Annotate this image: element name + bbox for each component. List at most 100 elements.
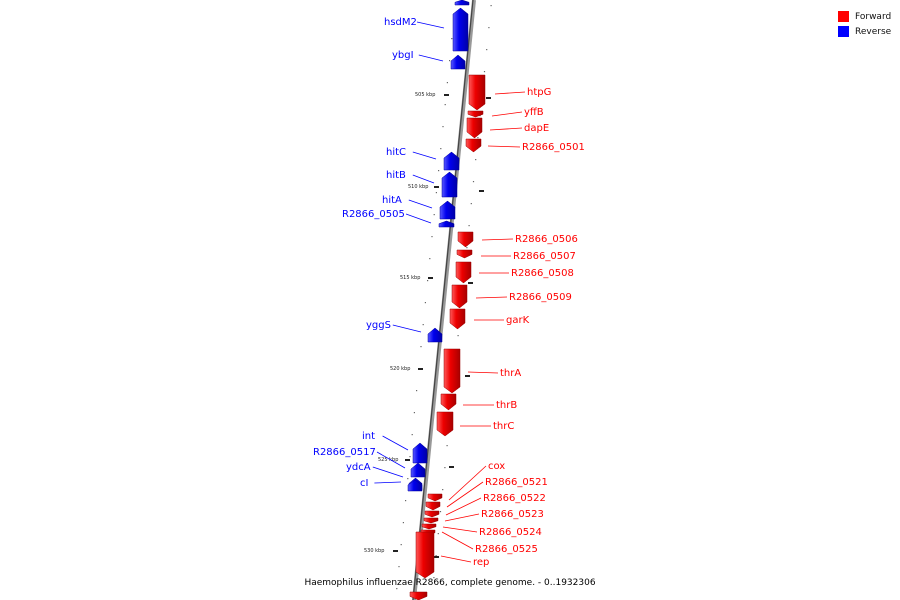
gene-thra-feature[interactable] (443, 348, 461, 394)
minor-tick (433, 577, 435, 579)
gene-partial-feature[interactable] (409, 591, 428, 600)
gene-ydca-label[interactable]: ydcA (346, 462, 371, 473)
gene-hitb-label[interactable]: hitB (386, 170, 406, 181)
gene-r2866-0506-label[interactable]: R2866_0506 (515, 234, 578, 245)
legend-reverse-label: Reverse (855, 26, 892, 37)
gene-r2866-0523-label[interactable]: R2866_0523 (481, 509, 544, 520)
minor-tick (407, 478, 409, 480)
gene-hsdm2-feature[interactable] (452, 7, 469, 52)
gene-r2866-0505-feature[interactable] (438, 220, 455, 228)
gene-layer (407, 0, 486, 600)
gene-ybgi-leader-line (418, 54, 444, 62)
minor-tick (400, 544, 402, 546)
gene-r2866-0506-leader-line (481, 238, 514, 241)
minor-tick (433, 214, 435, 216)
gene-dape-leader-line (489, 127, 523, 131)
gene-hitc-leader-line (412, 151, 437, 160)
gene-r2866-0505-leader-line (405, 213, 432, 224)
minor-tick (472, 181, 475, 183)
gene-r2866-0524-feature[interactable] (421, 523, 437, 530)
gene-ci-label[interactable]: cI (360, 478, 368, 489)
gene-r2866-0508-label[interactable]: R2866_0508 (511, 268, 574, 279)
major-tick-mark (393, 550, 398, 552)
gene-thrc-label[interactable]: thrC (493, 421, 514, 432)
minor-tick (444, 104, 446, 106)
gene-ybgi-label[interactable]: ybgI (392, 50, 414, 61)
gene-int-label[interactable]: int (362, 431, 375, 442)
minor-tick (446, 82, 448, 84)
gene-r2866-0522-label[interactable]: R2866_0522 (483, 493, 546, 504)
gene-r2866-0508-feature[interactable] (455, 261, 472, 284)
gene-ci-leader-line (374, 481, 402, 484)
gene-hita-feature[interactable] (439, 200, 456, 220)
gene-r2866-0525-leader-line (441, 531, 474, 550)
gene-htpg-label[interactable]: htpG (527, 87, 551, 98)
gene-r2866-0517-label[interactable]: R2866_0517 (313, 447, 376, 458)
gene-hita-label[interactable]: hitA (382, 195, 402, 206)
major-tick-mark (449, 466, 454, 468)
gene-yggs-feature[interactable] (427, 327, 443, 343)
gene-gark-feature[interactable] (449, 308, 466, 330)
minor-tick (449, 60, 451, 62)
minor-tick (437, 533, 439, 535)
gene-yggs-label[interactable]: yggS (366, 320, 391, 331)
gene-thra-label[interactable]: thrA (500, 368, 521, 379)
gene-r2866-0506-feature[interactable] (457, 231, 474, 248)
gene-thrb-feature[interactable] (440, 393, 457, 411)
gene-hitc-feature[interactable] (443, 151, 460, 171)
gene-r2866-0521-feature[interactable] (425, 501, 441, 511)
gene-ci-feature[interactable] (407, 479, 423, 492)
gene-rep-leader-line (440, 555, 472, 563)
gene-hsdm2-label[interactable]: hsdM2 (384, 17, 417, 28)
major-tick-mark (434, 186, 439, 188)
reverse-swatch (838, 26, 849, 37)
minor-tick (446, 445, 448, 447)
tick-label: 520 kbp (390, 366, 410, 372)
gene-r2866-0509-label[interactable]: R2866_0509 (509, 292, 572, 303)
gene-gark-label[interactable]: garK (506, 315, 530, 326)
gene-r2866-0507-feature[interactable] (456, 249, 473, 259)
gene-dape-label[interactable]: dapE (524, 123, 549, 134)
gene-r2866-0523-leader-line (444, 513, 480, 522)
minor-tick (483, 71, 486, 73)
gene-ybgi-feature[interactable] (450, 54, 466, 70)
gene-r2866-0507-label[interactable]: R2866_0507 (513, 251, 576, 262)
gene-rep-label[interactable]: rep (473, 557, 489, 568)
gene-thrb-label[interactable]: thrB (496, 400, 517, 411)
minor-tick (427, 280, 429, 282)
legend-item-reverse: Reverse (838, 24, 891, 39)
minor-tick (402, 522, 404, 524)
gene-r2866-0509-feature[interactable] (451, 284, 468, 309)
gene-r2866-0517-feature[interactable] (410, 462, 426, 478)
gene-r2866-0523-feature[interactable] (423, 517, 439, 524)
gene-thrc-feature[interactable] (436, 411, 454, 437)
minor-tick (475, 159, 477, 161)
gene-rep-feature[interactable] (415, 531, 435, 579)
gene-r2866-0505-label[interactable]: R2866_0505 (342, 209, 405, 220)
gene-r2866-0524-label[interactable]: R2866_0524 (479, 527, 542, 538)
minor-tick (451, 38, 453, 40)
gene-htpg-leader-line (494, 91, 526, 95)
gene-yffb-feature[interactable] (467, 110, 484, 118)
gene-r2866-0501-label[interactable]: R2866_0501 (522, 142, 585, 153)
gene-hitc-label[interactable]: hitC (386, 147, 406, 158)
major-tick-mark (405, 459, 410, 461)
gene-thra-leader-line (467, 371, 499, 374)
tick-label: 530 kbp (364, 548, 384, 554)
gene-cox-feature[interactable] (427, 493, 443, 502)
gene-partial-feature[interactable] (454, 0, 470, 6)
gene-htpg-feature[interactable] (468, 74, 486, 111)
gene-r2866-0525-label[interactable]: R2866_0525 (475, 544, 538, 555)
gene-cox-label[interactable]: cox (488, 461, 505, 472)
gene-int-leader-line (382, 435, 409, 451)
gene-hitb-feature[interactable] (441, 171, 458, 198)
gene-r2866-0522-feature[interactable] (424, 510, 440, 518)
minor-tick (444, 467, 446, 469)
gene-r2866-0501-feature[interactable] (465, 138, 482, 153)
gene-dape-feature[interactable] (466, 117, 483, 139)
gene-r2866-0521-label[interactable]: R2866_0521 (485, 477, 548, 488)
minor-tick (440, 148, 442, 150)
gene-yffb-label[interactable]: yffB (524, 107, 544, 118)
major-tick-mark (418, 368, 423, 370)
gene-int-feature[interactable] (412, 442, 428, 464)
